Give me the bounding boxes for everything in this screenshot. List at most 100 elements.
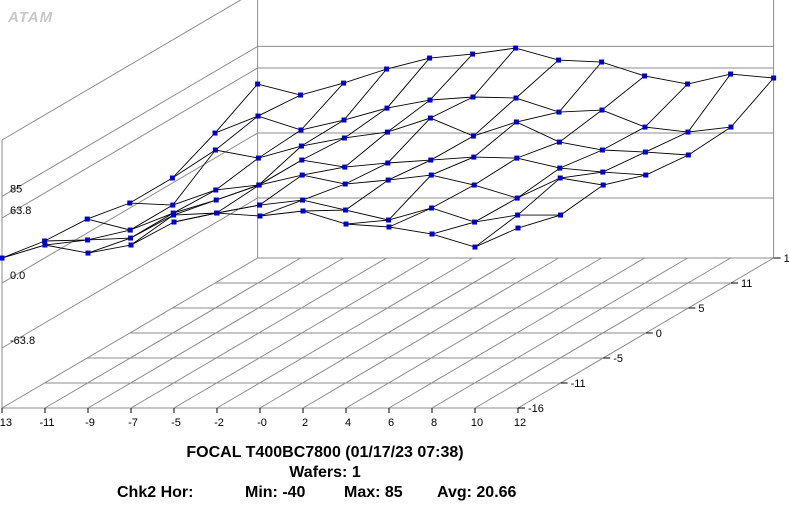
x-tick-label: -13 xyxy=(0,417,12,429)
z-tick-label: -63.8 xyxy=(10,335,35,347)
data-point xyxy=(470,133,476,139)
data-point xyxy=(514,155,520,161)
data-point xyxy=(212,147,218,153)
data-point xyxy=(342,164,348,170)
x-tick-label: 8 xyxy=(431,417,437,429)
data-point xyxy=(385,177,391,183)
data-point xyxy=(685,129,691,135)
depth-tick-label: 5 xyxy=(698,303,704,315)
stats-max: Max: 85 xyxy=(344,484,403,501)
data-point xyxy=(343,207,349,213)
x-tick-label: 10 xyxy=(471,417,483,429)
data-point xyxy=(513,45,519,51)
grid-line xyxy=(1,67,258,219)
data-point xyxy=(642,73,648,79)
data-point xyxy=(600,182,606,188)
data-point xyxy=(42,242,48,248)
depth-tick-label: -16 xyxy=(528,403,544,415)
data-point xyxy=(771,75,777,81)
data-point xyxy=(384,66,390,72)
data-point xyxy=(127,227,133,233)
data-point xyxy=(728,124,734,130)
data-point xyxy=(728,71,734,77)
data-point xyxy=(300,197,306,203)
data-point xyxy=(170,210,176,216)
data-point xyxy=(642,124,648,130)
data-point xyxy=(213,187,219,193)
data-point xyxy=(599,59,605,65)
data-point xyxy=(600,169,606,175)
data-point xyxy=(170,202,176,208)
data-point xyxy=(257,202,263,208)
data-point xyxy=(386,217,392,223)
data-point xyxy=(171,219,177,225)
depth-tick-label: 11 xyxy=(741,278,752,290)
data-point xyxy=(127,200,133,206)
data-point xyxy=(300,208,306,214)
data-point xyxy=(255,155,261,161)
data-point xyxy=(556,57,562,63)
grid-line xyxy=(1,132,258,284)
data-point xyxy=(643,172,649,178)
data-point xyxy=(42,238,48,244)
data-point xyxy=(599,107,605,113)
data-point xyxy=(85,250,91,256)
data-point xyxy=(471,154,477,160)
data-point xyxy=(257,213,263,219)
data-point xyxy=(471,182,477,188)
data-point xyxy=(384,105,390,111)
data-point xyxy=(470,94,476,100)
walls: -63.80.063.885-13-11-9-7-5-2-024681012-1… xyxy=(0,0,789,429)
data-point xyxy=(642,149,648,155)
x-tick-label: -0 xyxy=(257,417,267,429)
chart-subtitle: Wafers: 1 xyxy=(289,464,361,481)
x-tick-label: -11 xyxy=(39,417,54,429)
grid-line xyxy=(1,46,258,197)
data-point xyxy=(515,212,521,218)
data-point xyxy=(341,135,347,141)
data-point xyxy=(255,113,261,119)
data-point xyxy=(557,175,563,181)
data-point xyxy=(169,175,175,181)
grid-line xyxy=(1,197,258,349)
data-point xyxy=(386,224,392,230)
data-point xyxy=(298,92,304,98)
x-tick-label: 12 xyxy=(514,417,526,429)
data-point xyxy=(299,157,305,163)
data-point xyxy=(84,216,90,222)
z-tick-label: 63.8 xyxy=(10,205,31,217)
z-tick-label: 0.0 xyxy=(10,270,25,282)
data-point xyxy=(0,255,5,261)
depth-tick-label: -5 xyxy=(613,353,623,365)
data-point xyxy=(342,181,348,187)
x-tick-label: -5 xyxy=(171,417,181,429)
x-tick-label: -7 xyxy=(128,417,138,429)
mesh xyxy=(0,45,777,261)
data-point xyxy=(343,221,349,227)
data-point xyxy=(513,95,519,101)
chart-title: FOCAL T400BC7800 (01/17/23 07:38) xyxy=(186,444,463,461)
data-point xyxy=(558,212,564,218)
data-point xyxy=(427,55,433,61)
data-point xyxy=(599,147,605,153)
data-point xyxy=(298,143,304,149)
data-point xyxy=(299,172,305,178)
data-point xyxy=(685,152,691,158)
logo: ATAM xyxy=(7,9,53,26)
data-point xyxy=(427,115,433,121)
x-tick-label: -9 xyxy=(85,417,95,429)
data-point xyxy=(341,117,347,123)
depth-tick-label: 16 xyxy=(784,253,789,265)
data-point xyxy=(214,210,220,216)
data-point xyxy=(515,225,521,231)
x-tick-label: 4 xyxy=(345,417,351,429)
data-point xyxy=(470,51,476,57)
data-point xyxy=(429,205,435,211)
data-point xyxy=(557,165,563,171)
z-tick-label: 85 xyxy=(10,183,22,195)
stats-label: Chk2 Hor: xyxy=(117,484,193,501)
data-point xyxy=(128,242,134,248)
data-point xyxy=(513,119,519,125)
